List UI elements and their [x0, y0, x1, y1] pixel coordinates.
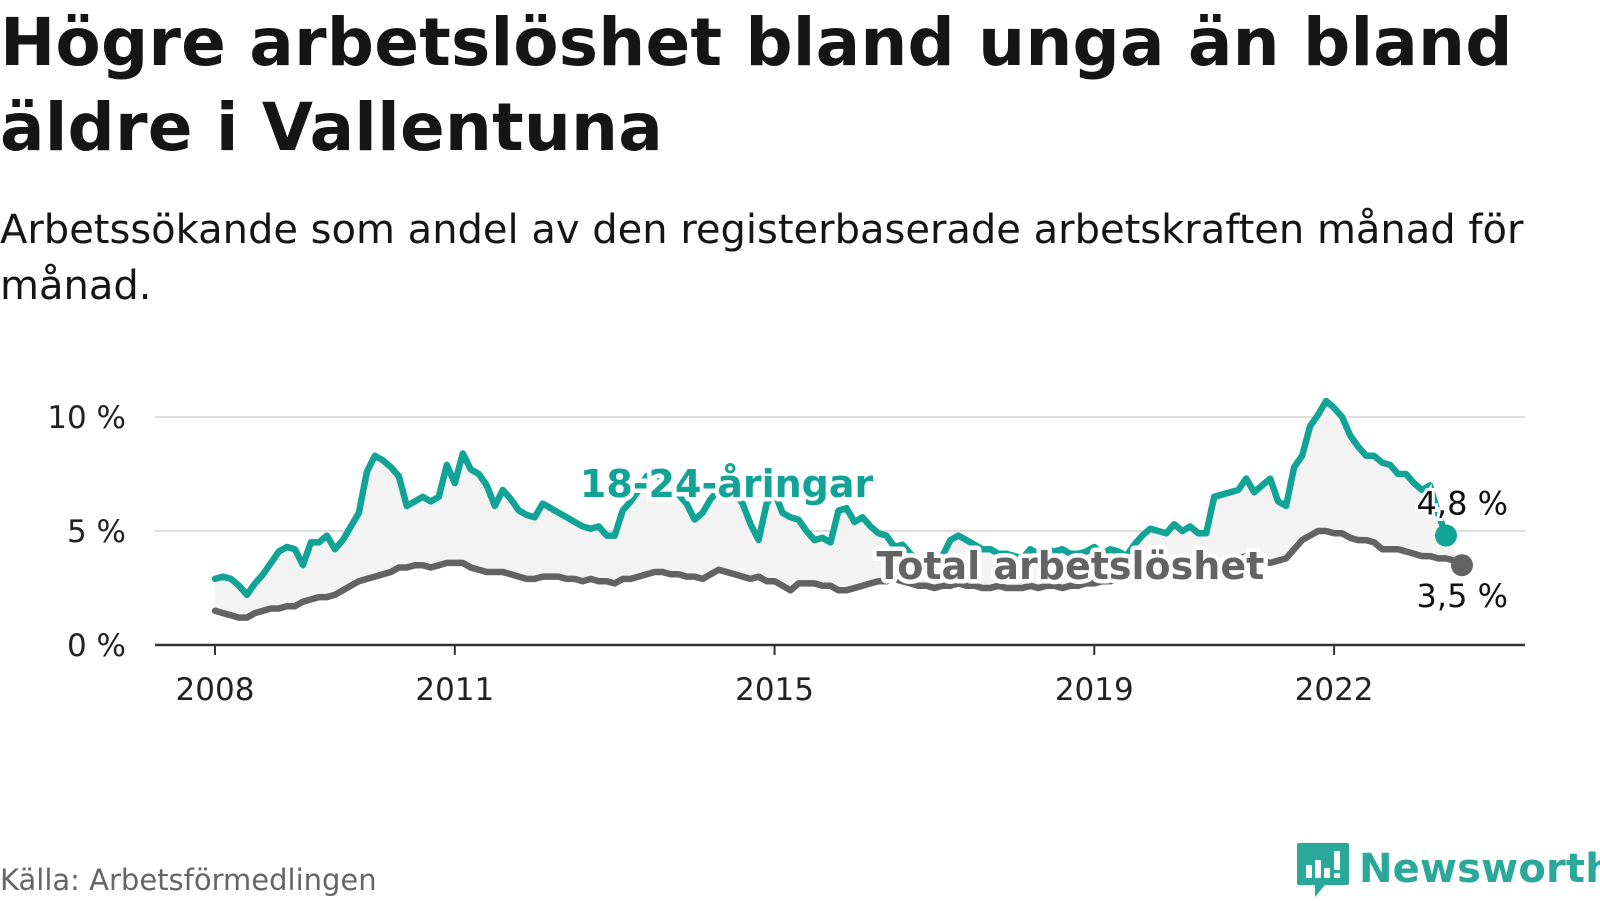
x-tick-label: 2019 [1055, 672, 1134, 708]
series-label-youth: 18-24-åringar [580, 462, 874, 506]
end-point-total [1451, 554, 1473, 577]
chart-subtitle: Arbetssökande som andel av den registerb… [0, 207, 1524, 309]
x-tick-label: 2011 [415, 672, 494, 708]
source-note: Källa: Arbetsförmedlingen [0, 863, 377, 897]
x-tick-label: 2022 [1295, 672, 1374, 708]
newsworthy-logo-icon [1297, 843, 1349, 897]
x-tick-label: 2008 [176, 672, 255, 708]
series-line-total [211, 527, 1466, 621]
brand-logo-block: Newsworthy [1295, 841, 1600, 901]
brand-name: Newsworthy [1359, 846, 1600, 892]
x-tick-label: 2015 [735, 672, 814, 708]
y-tick-label: 0 % [67, 628, 126, 664]
y-tick-label: 10 % [47, 400, 126, 436]
gap-area [215, 401, 1462, 618]
end-value-label-youth: 4,8 % [1417, 485, 1508, 523]
series-line-youth [211, 397, 1450, 599]
end-point-youth [1435, 524, 1458, 547]
series-label-total: Total arbetslöshet [876, 544, 1264, 588]
y-tick-label: 5 % [67, 514, 126, 550]
chart-title: Högre arbetslöshet bland unga än bland ä… [0, 4, 1513, 166]
end-value-label-total: 3,5 % [1417, 577, 1508, 615]
